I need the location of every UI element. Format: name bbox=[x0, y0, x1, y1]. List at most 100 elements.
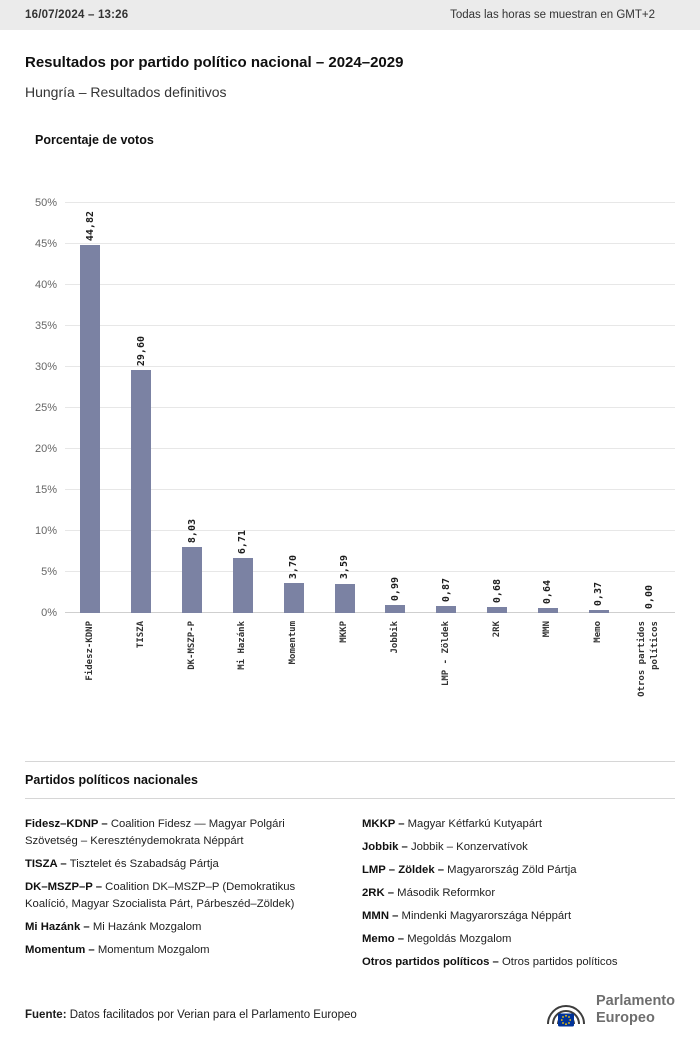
bar-value-label: 0,68 bbox=[491, 579, 503, 604]
legend-entry: LMP – Zöldek – Magyarország Zöld Pártja bbox=[362, 863, 577, 876]
bar[interactable] bbox=[283, 582, 304, 613]
gridline bbox=[65, 202, 675, 203]
legend-columns: Fidesz–KDNP – Coalition Fidesz — Magyar … bbox=[25, 799, 675, 977]
vote-share-bar-chart: 0% 5% 10% 15% 20% 25% 30% 35% 40% 45% 50% 44,82 29,… bbox=[25, 197, 675, 721]
page-title: Resultados por partido político nacional… bbox=[25, 54, 404, 71]
top-bar: 16/07/2024 – 13:26 Todas las horas se mu… bbox=[0, 0, 700, 30]
legend-entry: Mi Hazánk – Mi Hazánk Mozgalom bbox=[25, 920, 202, 933]
legend-column: Fidesz–KDNP – Coalition Fidesz — Magyar … bbox=[25, 816, 338, 977]
gridline bbox=[65, 284, 675, 285]
datetime-label: 16/07/2024 – 13:26 bbox=[25, 9, 129, 21]
y-tick-label: 10% bbox=[34, 525, 57, 537]
bar-value-label: 0,64 bbox=[542, 579, 554, 604]
x-axis-label: 2RK bbox=[491, 621, 502, 638]
bar-group: 6,71 bbox=[217, 203, 268, 613]
plot-wrap: 44,82 29,60 8,03 6,71 3,70 3,59 0,99 0,87 0,68 0,… bbox=[65, 202, 675, 721]
x-cell: LMP - Zöldek bbox=[421, 613, 472, 721]
x-axis-label: MMN bbox=[542, 621, 553, 638]
bar[interactable] bbox=[487, 607, 508, 613]
x-cell: 2RK bbox=[472, 613, 523, 721]
x-cell: Jobbik bbox=[370, 613, 421, 721]
bar-group: 8,03 bbox=[167, 203, 218, 613]
bar-group: 44,82 bbox=[65, 203, 116, 613]
source-note: Fuente: Datos facilitados por Verian par… bbox=[25, 1009, 357, 1021]
ep-logo-line1: Parlamento bbox=[596, 992, 675, 1009]
x-axis-label: Fidesz-KDNP bbox=[84, 621, 95, 681]
chart-title: Porcentaje de votos bbox=[35, 133, 154, 147]
legend-entry: Fidesz–KDNP – Coalition Fidesz — Magyar … bbox=[25, 818, 285, 847]
gridline bbox=[65, 530, 675, 531]
party-legend-section: Partidos políticos nacionales Fidesz–KDN… bbox=[25, 761, 675, 977]
x-labels-row: Fidesz-KDNP TISZA DK-MSZP-P Mi Hazánk Moment… bbox=[65, 613, 675, 721]
bar-group: 0,00 bbox=[624, 203, 675, 613]
bar-value-label: 29,60 bbox=[135, 336, 147, 367]
x-axis-label: DK-MSZP-P bbox=[186, 621, 197, 670]
bar-value-label: 0,87 bbox=[440, 577, 452, 602]
x-cell: Momentum bbox=[268, 613, 319, 721]
legend-entry: MKKP – Magyar Kétfarkú Kutyapárt bbox=[362, 818, 542, 830]
y-tick-label: 45% bbox=[34, 238, 57, 250]
bar[interactable] bbox=[385, 604, 406, 613]
ep-hemicycle-stars-icon bbox=[547, 1004, 586, 1027]
legend-entry: Memo – Megoldás Mozgalom bbox=[362, 932, 512, 945]
bar-value-label: 0,99 bbox=[389, 576, 401, 601]
y-tick-label: 15% bbox=[34, 484, 57, 496]
y-tick-label: 25% bbox=[34, 402, 57, 414]
legend-entry: 2RK – Második Reformkor bbox=[362, 886, 496, 899]
bar[interactable] bbox=[537, 607, 558, 613]
bar-group: 0,64 bbox=[522, 203, 573, 613]
gridline bbox=[65, 243, 675, 244]
x-cell: Memo bbox=[573, 613, 624, 721]
bar-group: 3,59 bbox=[319, 203, 370, 613]
page-subtitle: Hungría – Resultados definitivos bbox=[25, 84, 227, 100]
legend-heading: Partidos políticos nacionales bbox=[25, 761, 675, 799]
legend-entry: Otros partidos políticos – Otros partido… bbox=[362, 955, 618, 968]
gridline bbox=[65, 366, 675, 367]
bar[interactable] bbox=[182, 547, 203, 613]
bar[interactable] bbox=[588, 609, 609, 613]
x-axis-label: Otros partidos políticos bbox=[637, 621, 661, 697]
y-tick-label: 50% bbox=[34, 197, 57, 209]
bar-value-label: 0,00 bbox=[644, 584, 656, 609]
bar[interactable] bbox=[131, 370, 152, 613]
bar-value-label: 44,82 bbox=[84, 211, 96, 242]
y-tick-label: 35% bbox=[34, 320, 57, 332]
bar[interactable] bbox=[334, 583, 355, 613]
ep-logo[interactable]: Parlamento Europeo bbox=[545, 991, 675, 1029]
bar[interactable] bbox=[80, 245, 101, 613]
bar-value-label: 0,37 bbox=[593, 581, 605, 606]
ep-logo-wordmark: Parlamento Europeo bbox=[596, 993, 675, 1026]
legend-column: MKKP – Magyar Kétfarkú Kutyapárt Jobbik –… bbox=[362, 816, 675, 977]
bar-value-label: 3,70 bbox=[288, 554, 300, 579]
bar[interactable] bbox=[436, 605, 457, 613]
page-footer: Fuente: Datos facilitados por Verian par… bbox=[25, 991, 675, 1029]
bar-group: 0,68 bbox=[472, 203, 523, 613]
bars-row: 44,82 29,60 8,03 6,71 3,70 3,59 0,99 0,87 0,68 0,… bbox=[65, 203, 675, 613]
x-cell: Fidesz-KDNP bbox=[65, 613, 116, 721]
x-axis-label: Momentum bbox=[288, 621, 299, 665]
bar-value-label: 3,59 bbox=[339, 555, 351, 580]
x-cell: DK-MSZP-P bbox=[167, 613, 218, 721]
timezone-note: Todas las horas se muestran en GMT+2 bbox=[450, 9, 655, 21]
x-cell: MKKP bbox=[319, 613, 370, 721]
x-axis-label: Memo bbox=[593, 621, 604, 643]
bar-group: 0,37 bbox=[573, 203, 624, 613]
x-cell: Mi Hazánk bbox=[217, 613, 268, 721]
plot-area: 44,82 29,60 8,03 6,71 3,70 3,59 0,99 0,87 0,68 0,… bbox=[65, 202, 675, 613]
legend-entry: TISZA – Tisztelet és Szabadság Pártja bbox=[25, 857, 219, 870]
gridline bbox=[65, 448, 675, 449]
legend-entry: DK–MSZP–P – Coalition DK–MSZP–P (Demokra… bbox=[25, 880, 296, 910]
legend-entry: Jobbik – Jobbik – Konzervatívok bbox=[362, 840, 528, 853]
y-tick-label: 5% bbox=[41, 566, 57, 578]
x-cell: MMN bbox=[522, 613, 573, 721]
gridline bbox=[65, 571, 675, 572]
gridline bbox=[65, 407, 675, 408]
y-tick-label: 40% bbox=[34, 279, 57, 291]
x-cell: TISZA bbox=[116, 613, 167, 721]
x-axis-label: LMP - Zöldek bbox=[440, 621, 451, 687]
gridline bbox=[65, 325, 675, 326]
bar[interactable] bbox=[232, 557, 253, 613]
x-axis-label: Mi Hazánk bbox=[237, 621, 248, 670]
y-tick-label: 20% bbox=[34, 443, 57, 455]
bar-group: 0,87 bbox=[421, 203, 472, 613]
